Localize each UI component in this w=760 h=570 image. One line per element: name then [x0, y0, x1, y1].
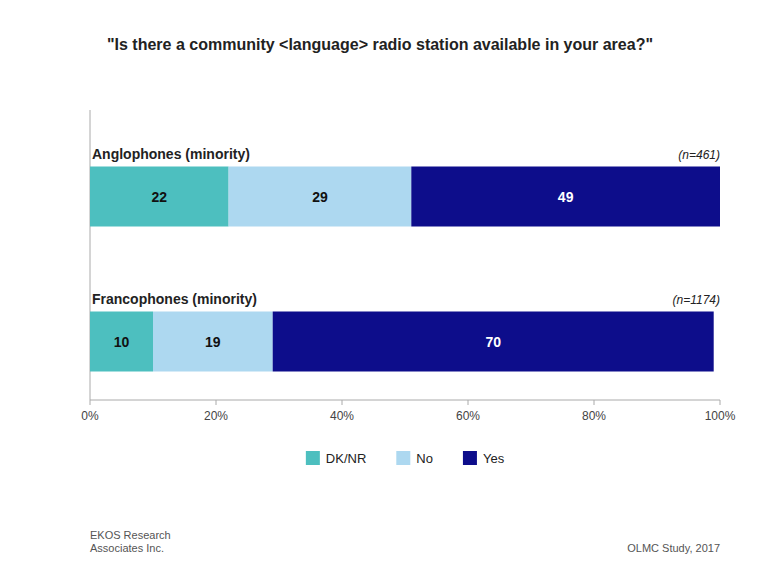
x-tick-label: 100% [705, 409, 736, 423]
legend-swatch [463, 451, 477, 465]
bar-segment [153, 312, 273, 372]
data-label: 29 [312, 189, 328, 205]
legend-label: No [416, 451, 433, 466]
category-label: Anglophones (minority) [92, 146, 250, 162]
bar-segment [90, 312, 153, 372]
data-labels: 22 29 49 10 19 70 [114, 189, 574, 350]
data-label: 10 [114, 334, 130, 350]
chart: "Is there a community <language> radio s… [0, 0, 760, 570]
category-label: Francophones (minority) [92, 291, 257, 307]
x-axis-line [90, 400, 720, 401]
legend-label: DK/NR [326, 451, 366, 466]
annotation: (n=461) [678, 148, 720, 162]
footer: EKOS ResearchAssociates Inc. [90, 529, 171, 554]
data-label: 70 [485, 334, 501, 350]
x-tick [216, 400, 217, 405]
legend-label: Yes [483, 451, 505, 466]
x-tick [90, 400, 91, 405]
bar-segment [273, 312, 714, 372]
x-tick-label: 20% [204, 409, 228, 423]
footer-line: Associates Inc. [90, 542, 164, 554]
legend-swatch [396, 451, 410, 465]
x-tick-label: 0% [81, 409, 99, 423]
data-label: 49 [558, 189, 574, 205]
bar-segment [90, 167, 229, 227]
x-tick-label: 60% [456, 409, 480, 423]
x-tick-label: 40% [330, 409, 354, 423]
footer-line: EKOS Research [90, 529, 171, 541]
title: "Is there a community <language> radio s… [107, 36, 653, 53]
legend: DK/NR No Yes [306, 451, 505, 466]
bars [90, 167, 720, 372]
x-tick [720, 400, 721, 405]
data-label: 19 [205, 334, 221, 350]
x-tick [342, 400, 343, 405]
legend-item: No [396, 451, 433, 466]
footer: OLMC Study, 2017 [627, 542, 720, 554]
legend-item: Yes [463, 451, 505, 466]
x-tick-label: 80% [582, 409, 606, 423]
x-tick [468, 400, 469, 405]
bar-segment [229, 167, 412, 227]
footer-line: OLMC Study, 2017 [627, 542, 720, 554]
data-label: 22 [152, 189, 168, 205]
legend-item: DK/NR [306, 451, 366, 466]
annotation: (n=1174) [673, 293, 720, 307]
legend-swatch [306, 451, 320, 465]
bar-segment [411, 167, 720, 227]
x-tick [594, 400, 595, 405]
